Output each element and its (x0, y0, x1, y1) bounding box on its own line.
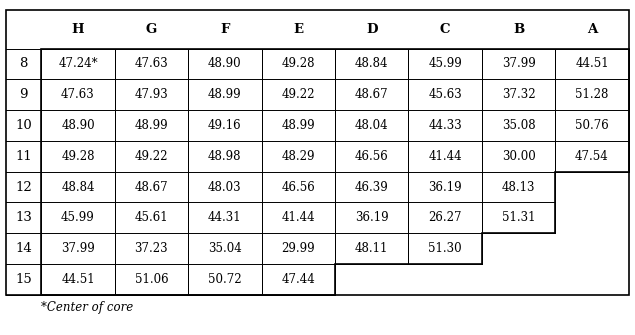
Text: 9: 9 (20, 88, 28, 101)
Text: 48.11: 48.11 (355, 242, 389, 255)
Bar (6, 10, 629, 295)
Text: 48.90: 48.90 (61, 119, 95, 132)
Text: 46.39: 46.39 (355, 181, 389, 194)
Text: 48.04: 48.04 (355, 119, 389, 132)
Text: 10: 10 (15, 119, 32, 132)
Text: 49.16: 49.16 (208, 119, 242, 132)
Text: 47.54: 47.54 (575, 150, 609, 163)
Text: 50.76: 50.76 (575, 119, 609, 132)
Text: 45.61: 45.61 (135, 211, 168, 224)
Text: 36.19: 36.19 (428, 181, 462, 194)
Text: 47.63: 47.63 (135, 58, 168, 70)
Text: 48.90: 48.90 (208, 58, 242, 70)
Text: 51.30: 51.30 (428, 242, 462, 255)
Text: 48.84: 48.84 (355, 58, 389, 70)
Text: 35.08: 35.08 (502, 119, 535, 132)
Text: 8: 8 (20, 58, 28, 70)
Text: 47.44: 47.44 (281, 273, 315, 286)
Text: 51.06: 51.06 (135, 273, 168, 286)
Text: 50.72: 50.72 (208, 273, 242, 286)
Text: 41.44: 41.44 (281, 211, 315, 224)
Text: 51.31: 51.31 (502, 211, 535, 224)
Text: 48.29: 48.29 (281, 150, 315, 163)
Text: 37.99: 37.99 (61, 242, 95, 255)
Text: 46.56: 46.56 (355, 150, 389, 163)
Text: 48.13: 48.13 (502, 181, 535, 194)
Text: 37.32: 37.32 (502, 88, 535, 101)
Text: 49.28: 49.28 (281, 58, 315, 70)
Text: 48.99: 48.99 (281, 119, 315, 132)
Text: 11: 11 (15, 150, 32, 163)
Text: 35.04: 35.04 (208, 242, 242, 255)
Text: 47.63: 47.63 (61, 88, 95, 101)
Text: 49.22: 49.22 (281, 88, 315, 101)
Text: 47.93: 47.93 (135, 88, 168, 101)
Text: 44.51: 44.51 (61, 273, 95, 286)
Text: 29.99: 29.99 (281, 242, 315, 255)
Text: 48.98: 48.98 (208, 150, 241, 163)
Text: 44.31: 44.31 (208, 211, 242, 224)
Text: 48.67: 48.67 (135, 181, 168, 194)
Text: 45.99: 45.99 (61, 211, 95, 224)
Text: 51.28: 51.28 (575, 88, 608, 101)
Text: 12: 12 (15, 181, 32, 194)
Text: 48.99: 48.99 (208, 88, 242, 101)
Text: 36.19: 36.19 (355, 211, 389, 224)
Text: 49.28: 49.28 (61, 150, 95, 163)
Text: 37.99: 37.99 (502, 58, 535, 70)
Text: 44.51: 44.51 (575, 58, 609, 70)
Text: D: D (366, 23, 377, 36)
Text: 48.84: 48.84 (61, 181, 95, 194)
Text: 41.44: 41.44 (428, 150, 462, 163)
Text: 49.22: 49.22 (135, 150, 168, 163)
Text: 30.00: 30.00 (502, 150, 535, 163)
Text: G: G (146, 23, 157, 36)
Text: 37.23: 37.23 (135, 242, 168, 255)
Text: C: C (440, 23, 450, 36)
Text: 48.99: 48.99 (135, 119, 168, 132)
Text: 15: 15 (15, 273, 32, 286)
Text: *Center of core: *Center of core (41, 302, 133, 315)
Text: B: B (513, 23, 524, 36)
Text: 14: 14 (15, 242, 32, 255)
Text: 46.56: 46.56 (281, 181, 315, 194)
Text: 44.33: 44.33 (428, 119, 462, 132)
Text: F: F (220, 23, 229, 36)
Text: 48.67: 48.67 (355, 88, 389, 101)
Text: 48.03: 48.03 (208, 181, 242, 194)
Text: 26.27: 26.27 (429, 211, 462, 224)
Text: A: A (587, 23, 597, 36)
Text: E: E (293, 23, 304, 36)
Text: 45.99: 45.99 (428, 58, 462, 70)
Text: 13: 13 (15, 211, 32, 224)
Text: H: H (72, 23, 84, 36)
Text: 45.63: 45.63 (428, 88, 462, 101)
Text: 47.24*: 47.24* (58, 58, 98, 70)
